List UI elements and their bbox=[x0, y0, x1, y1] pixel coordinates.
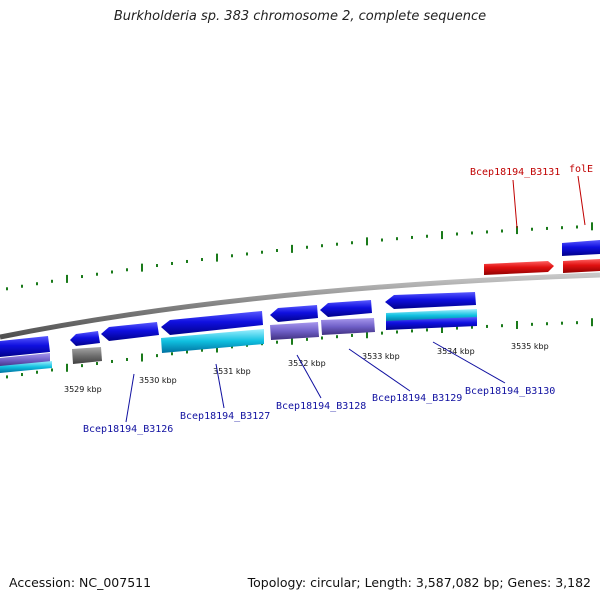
gene-block-gray bbox=[72, 347, 102, 364]
gene-arrow-bcep18194-b3127 bbox=[161, 311, 263, 335]
leader-line-b3130 bbox=[432, 341, 506, 384]
leader-line-b3127 bbox=[215, 363, 225, 409]
gene-arrow-bcep18194-b3129 bbox=[320, 300, 372, 317]
kbp-label-3531: 3531 kbp bbox=[213, 367, 251, 376]
gene-arrow-upper-blue bbox=[562, 240, 600, 256]
gene-block-cyan-1 bbox=[161, 329, 264, 353]
gene-arrow-small bbox=[70, 331, 100, 346]
gene-block-blue-lower bbox=[386, 317, 477, 330]
gene-label-b3128: Bcep18194_B3128 bbox=[276, 401, 366, 412]
kbp-label-3530: 3530 kbp bbox=[139, 376, 177, 385]
accession-text: Accession: NC_007511 bbox=[9, 575, 152, 590]
gene-label-b3131: Bcep18194_B3131 bbox=[470, 167, 560, 178]
gene-label-fole: folE bbox=[569, 164, 593, 175]
kbp-label-3534: 3534 kbp bbox=[437, 347, 475, 356]
leader-line-b3131 bbox=[512, 179, 518, 229]
gene-block-purple-1 bbox=[270, 322, 319, 340]
map-title: Burkholderia sp. 383 chromosome 2, compl… bbox=[113, 9, 487, 24]
gene-arrow-bcep18194-b3126 bbox=[101, 322, 159, 341]
gene-label-b3127: Bcep18194_B3127 bbox=[180, 411, 270, 422]
kbp-label-3532: 3532 kbp bbox=[288, 359, 326, 368]
gene-block-left-purple bbox=[0, 353, 50, 367]
leader-line-b3129 bbox=[348, 348, 411, 392]
gene-arrow-bcep18194-b3131 bbox=[484, 261, 554, 275]
gene-arrow-bcep18194-b3130 bbox=[385, 292, 476, 309]
kbp-label-3529: 3529 kbp bbox=[64, 385, 102, 394]
gene-label-b3130: Bcep18194_B3130 bbox=[465, 386, 555, 397]
gene-arrow-left-edge bbox=[0, 336, 50, 357]
leader-line-b3128 bbox=[296, 354, 322, 399]
gene-block-left-cyan bbox=[0, 361, 52, 373]
kbp-label-3533: 3533 kbp bbox=[362, 352, 400, 361]
gene-label-b3126: Bcep18194_B3126 bbox=[83, 424, 173, 435]
leader-line-fole bbox=[577, 175, 586, 226]
gene-block-purple-2 bbox=[321, 318, 375, 335]
leader-line-b3126 bbox=[125, 373, 135, 423]
gene-arrow-bcep18194-b3128 bbox=[270, 305, 318, 322]
kbp-label-3535: 3535 kbp bbox=[511, 342, 549, 351]
chromosome-backbone bbox=[0, 272, 600, 340]
topology-summary: Topology: circular; Length: 3,587,082 bp… bbox=[247, 575, 591, 590]
upper-tick-track bbox=[6, 222, 593, 291]
gene-arrow-fole bbox=[563, 259, 600, 273]
gene-label-b3129: Bcep18194_B3129 bbox=[372, 393, 462, 404]
